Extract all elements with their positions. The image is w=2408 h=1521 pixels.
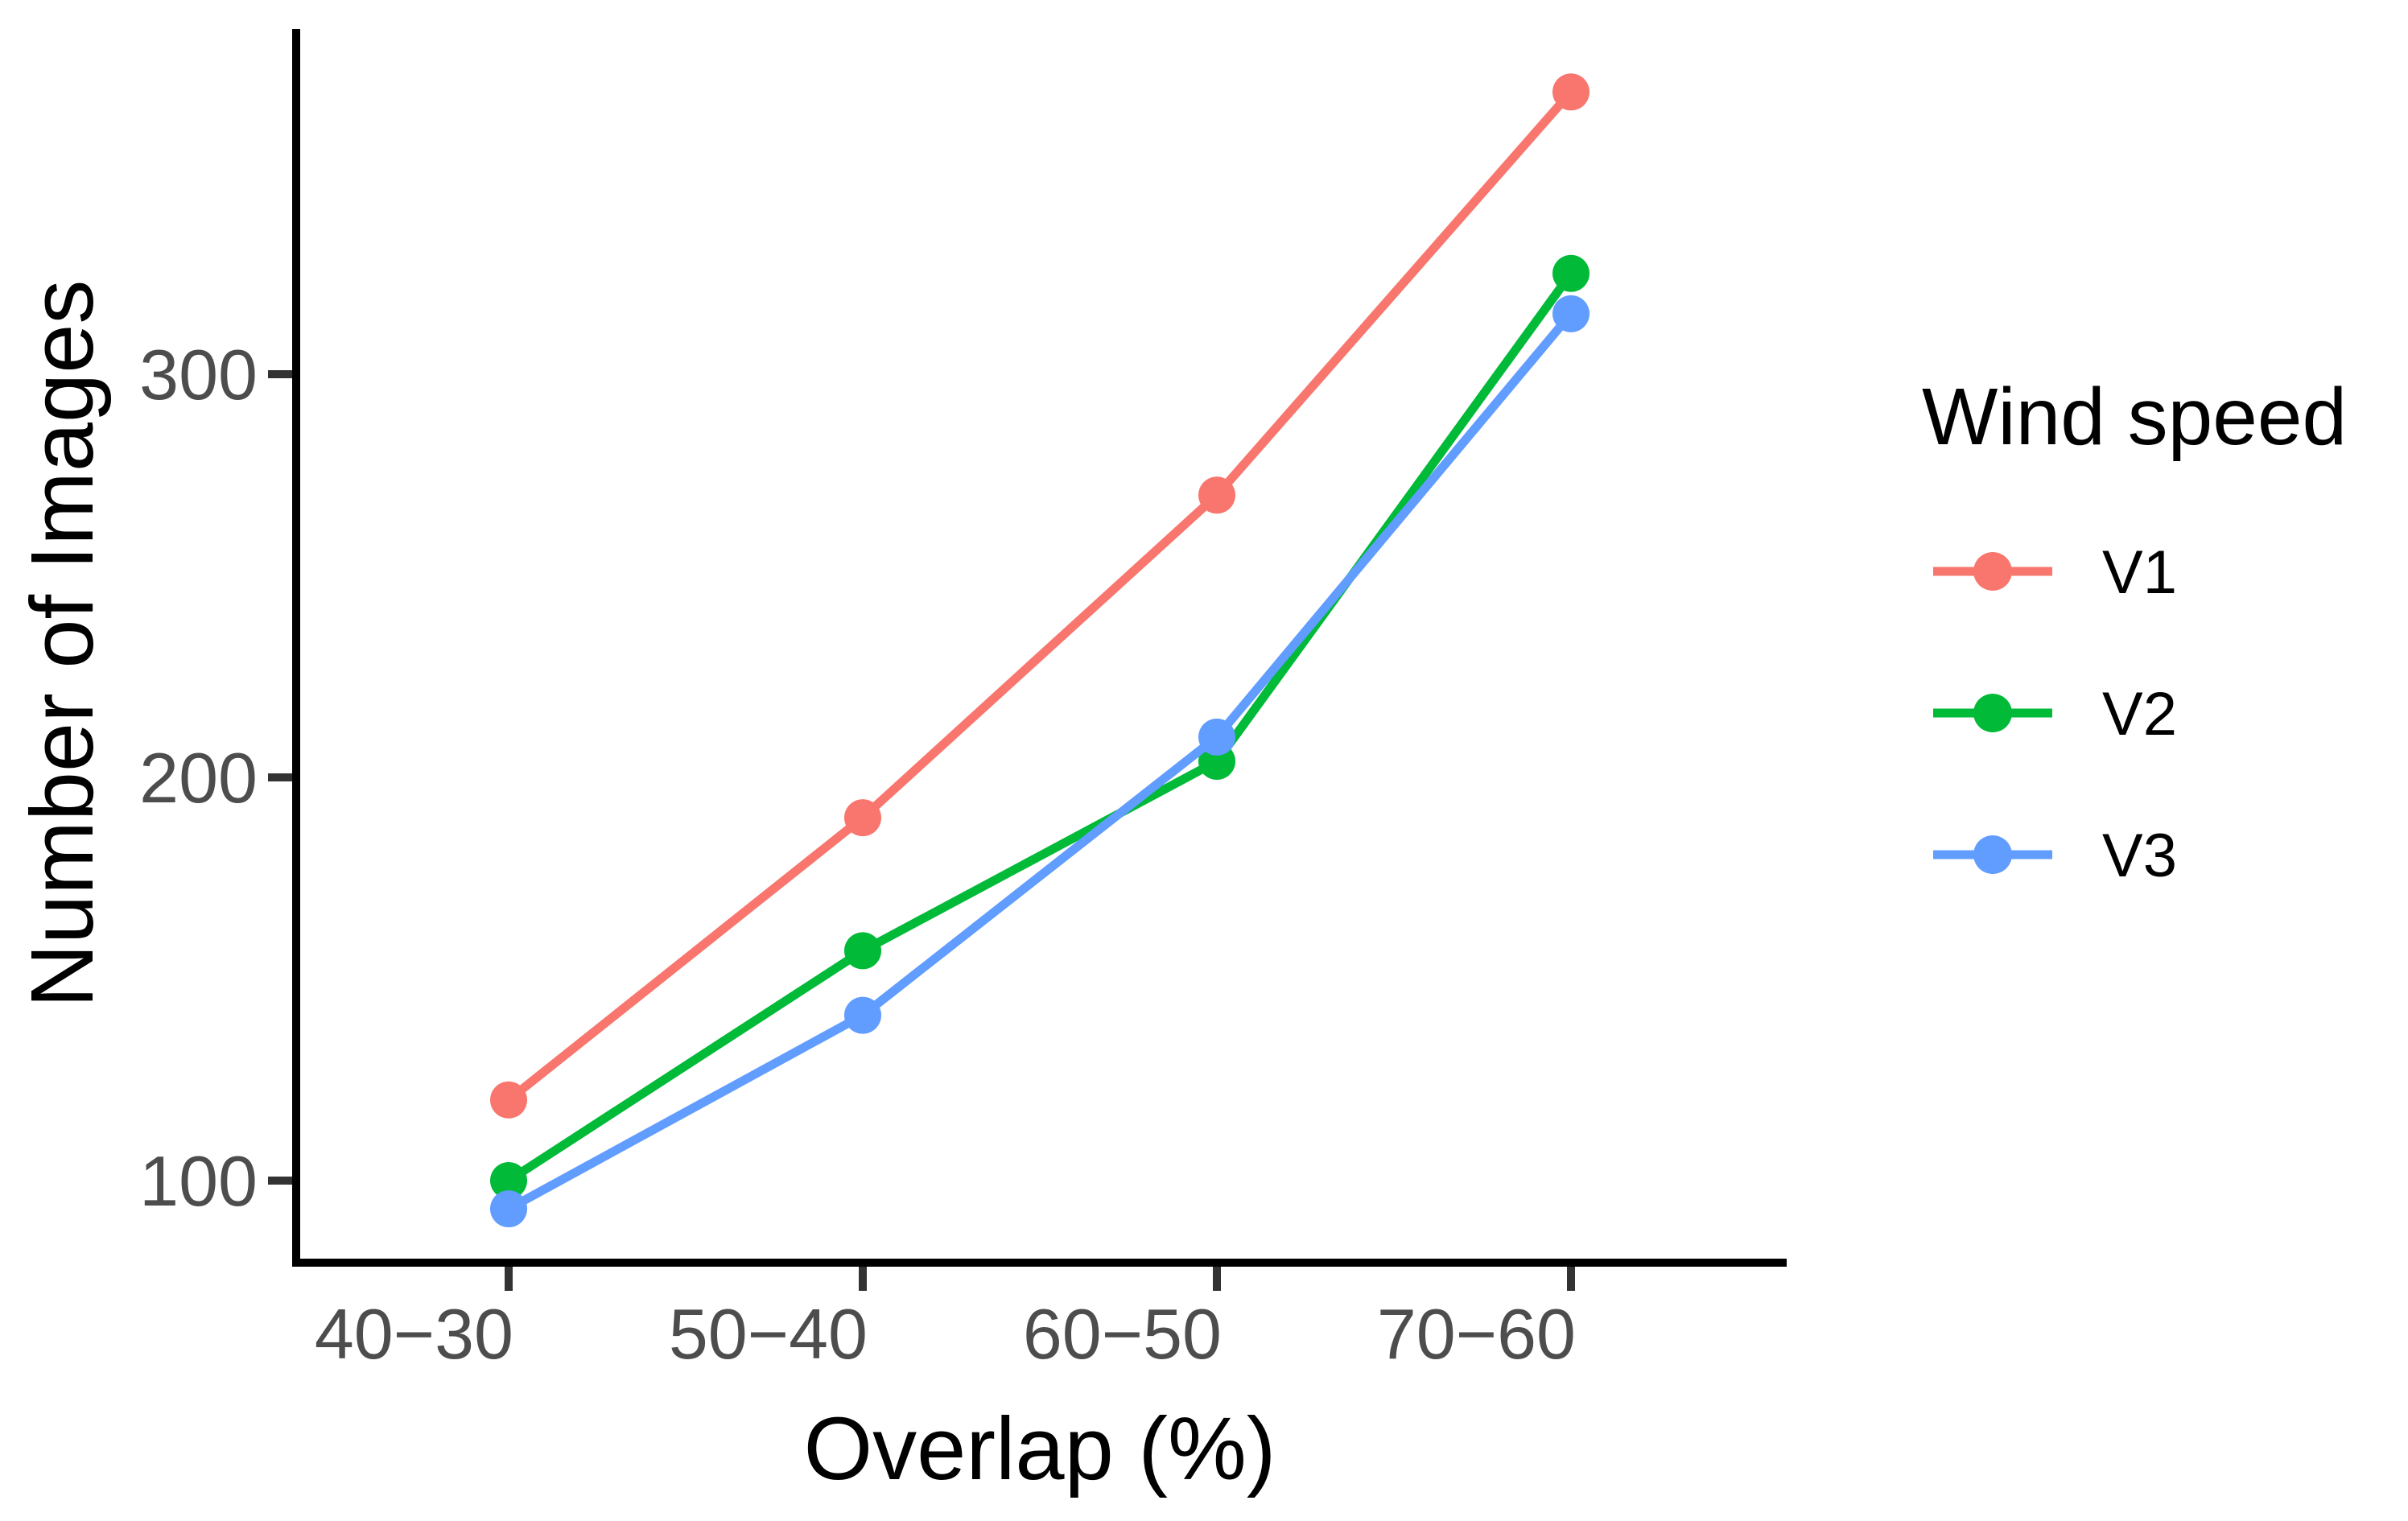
legend-dot-v3 (1973, 835, 2012, 874)
data-point-v3-0 (490, 1190, 527, 1228)
legend-dot-v1 (1973, 552, 2012, 591)
x-tick-label: 40−30 (315, 1294, 513, 1374)
data-point-v2-3 (1552, 254, 1590, 292)
x-tick-label: 60−50 (1023, 1294, 1222, 1374)
legend-layer: V1 V2 V3 (1933, 538, 2177, 890)
legend-label-v2: V2 (2102, 680, 2177, 748)
series-layer (490, 73, 1590, 1228)
data-point-v3-1 (844, 996, 881, 1034)
legend-title: Wind speed (1922, 372, 2347, 462)
legend-label-v1: V1 (2102, 538, 2177, 607)
data-point-v1-0 (490, 1081, 527, 1119)
series-line-v3 (504, 309, 1576, 1214)
data-point-v3-3 (1552, 295, 1590, 332)
legend-label-v3: V3 (2102, 822, 2177, 890)
y-tick-label: 100 (139, 1141, 258, 1221)
x-tick-label: 70−60 (1377, 1294, 1576, 1374)
series-line-v1 (504, 87, 1576, 1105)
data-point-v3-2 (1198, 718, 1235, 756)
data-point-v1-3 (1552, 73, 1590, 111)
y-tick-label: 200 (139, 738, 258, 818)
data-point-v1-1 (844, 799, 881, 837)
y-tick-label: 300 (139, 335, 258, 414)
x-axis-title: Overlap (%) (804, 1399, 1276, 1498)
data-point-v2-0 (490, 1162, 527, 1199)
axes-layer: 100 200 300 40−30 50−40 60−50 70−60 (139, 29, 1787, 1374)
data-point-v2-1 (844, 932, 881, 970)
x-tick-label: 50−40 (669, 1294, 868, 1374)
series-line-v2 (504, 269, 1576, 1185)
y-axis-title: Number of Images (13, 280, 112, 1008)
data-point-v1-2 (1198, 476, 1235, 514)
legend-dot-v2 (1973, 694, 2012, 732)
